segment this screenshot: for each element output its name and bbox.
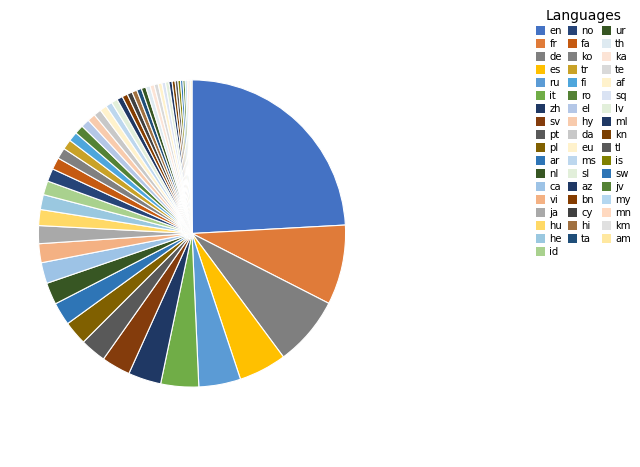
Wedge shape bbox=[146, 86, 192, 234]
Wedge shape bbox=[40, 195, 192, 234]
Wedge shape bbox=[158, 83, 192, 234]
Wedge shape bbox=[137, 88, 192, 234]
Wedge shape bbox=[183, 80, 192, 233]
Wedge shape bbox=[185, 80, 192, 233]
Wedge shape bbox=[172, 81, 192, 234]
Wedge shape bbox=[38, 209, 192, 234]
Wedge shape bbox=[178, 80, 192, 234]
Wedge shape bbox=[154, 84, 192, 234]
Wedge shape bbox=[82, 120, 192, 234]
Wedge shape bbox=[58, 149, 192, 234]
Wedge shape bbox=[192, 234, 241, 387]
Wedge shape bbox=[117, 97, 192, 234]
Wedge shape bbox=[83, 234, 192, 359]
Wedge shape bbox=[187, 80, 192, 233]
Wedge shape bbox=[56, 234, 192, 324]
Wedge shape bbox=[38, 226, 192, 244]
Wedge shape bbox=[104, 234, 192, 374]
Wedge shape bbox=[52, 158, 192, 234]
Wedge shape bbox=[132, 90, 192, 234]
Wedge shape bbox=[191, 80, 192, 233]
Wedge shape bbox=[100, 106, 192, 234]
Wedge shape bbox=[150, 85, 192, 234]
Wedge shape bbox=[68, 234, 192, 342]
Wedge shape bbox=[127, 92, 192, 234]
Wedge shape bbox=[41, 234, 192, 283]
Wedge shape bbox=[141, 87, 192, 234]
Wedge shape bbox=[64, 141, 192, 234]
Wedge shape bbox=[162, 82, 192, 234]
Wedge shape bbox=[39, 234, 192, 263]
Wedge shape bbox=[44, 181, 192, 234]
Wedge shape bbox=[192, 234, 284, 379]
Wedge shape bbox=[169, 81, 192, 234]
Wedge shape bbox=[129, 234, 192, 384]
Wedge shape bbox=[122, 94, 192, 234]
Wedge shape bbox=[189, 80, 192, 233]
Wedge shape bbox=[180, 80, 192, 234]
Wedge shape bbox=[94, 110, 192, 234]
Wedge shape bbox=[112, 99, 192, 234]
Wedge shape bbox=[175, 80, 192, 234]
Wedge shape bbox=[47, 234, 192, 304]
Wedge shape bbox=[192, 80, 346, 233]
Wedge shape bbox=[192, 234, 329, 357]
Wedge shape bbox=[70, 133, 192, 234]
Legend: en, fr, de, es, ru, it, zh, sv, pt, pl, ar, nl, ca, vi, ja, hu, he, id, no, fa, : en, fr, de, es, ru, it, zh, sv, pt, pl, … bbox=[532, 5, 635, 261]
Wedge shape bbox=[88, 115, 192, 234]
Wedge shape bbox=[76, 126, 192, 234]
Wedge shape bbox=[165, 82, 192, 234]
Wedge shape bbox=[192, 225, 346, 304]
Wedge shape bbox=[47, 169, 192, 234]
Wedge shape bbox=[161, 234, 199, 387]
Wedge shape bbox=[106, 103, 192, 234]
